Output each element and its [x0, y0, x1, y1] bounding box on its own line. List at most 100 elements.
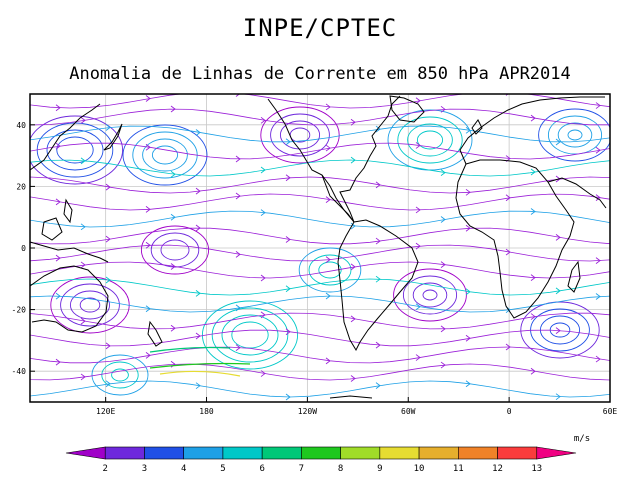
lon-tick-label: 120E	[96, 407, 115, 416]
coast-africa	[455, 159, 575, 319]
streamline-arrow	[260, 209, 266, 216]
streamline-arrow	[505, 343, 511, 351]
streamline-arrow	[195, 129, 201, 136]
coast-greenland	[389, 95, 425, 123]
streamline-arrow	[505, 248, 511, 256]
streamline-arrow	[170, 263, 176, 270]
streamline-arrow	[595, 194, 601, 201]
streamline-loop	[397, 116, 463, 164]
streamline-arrow	[505, 194, 511, 202]
streamline-arrow	[465, 380, 471, 388]
streamline-loop	[160, 239, 190, 261]
coast-north-america	[267, 95, 401, 223]
coast-east-asia	[30, 103, 101, 171]
streamline-jet	[149, 362, 251, 369]
colorbar-swatch	[183, 446, 224, 460]
colorbar-label: 4	[181, 464, 186, 474]
coast-japan	[103, 123, 123, 151]
streamline-arrow	[195, 290, 201, 297]
streamline-arrow	[55, 142, 61, 150]
streamline-arrow	[145, 305, 151, 313]
streamline-arrow	[555, 327, 561, 334]
coast-central-america	[321, 174, 355, 223]
streamline-loop	[151, 145, 179, 165]
streamline-loop	[46, 129, 104, 171]
coast-antarctica	[329, 395, 373, 399]
streamline-arrow	[105, 235, 111, 243]
streamline-arrow	[375, 275, 381, 283]
streamline-arrow	[350, 263, 356, 271]
streamline-arrow	[325, 256, 331, 263]
streamline-arrow	[375, 382, 381, 390]
streamline-arrow	[260, 370, 266, 377]
streamline-loop	[56, 136, 94, 164]
colorbar-label: 8	[338, 464, 343, 474]
streamline-loop	[557, 122, 593, 148]
streamline-arrow	[415, 242, 421, 250]
streamline-arrow	[325, 292, 331, 300]
streamline-arrow	[145, 205, 151, 213]
coast-australia	[30, 265, 109, 333]
coastlines	[30, 95, 607, 399]
streamline-jet	[149, 346, 231, 353]
streamline-loop	[142, 138, 188, 172]
colorbar-label: 9	[377, 464, 382, 474]
streamline-arrow	[555, 393, 561, 401]
streamline-arrow	[145, 95, 151, 102]
streamline-arrow	[595, 293, 601, 300]
streamline-arrow	[105, 342, 111, 350]
streamline-arrow	[80, 116, 86, 124]
streamline	[30, 108, 610, 126]
streamline-loop	[538, 108, 610, 162]
streamline-arrow	[350, 315, 356, 323]
colorbar-label: 5	[220, 464, 225, 474]
coast-europe	[459, 96, 605, 165]
streamline-loop	[407, 123, 453, 157]
streamline	[30, 94, 610, 109]
streamline-arrow	[55, 198, 61, 206]
colorbar-swatch	[222, 446, 263, 460]
streamline-arrow	[415, 206, 421, 214]
lon-tick-label: 120W	[298, 407, 317, 416]
streamline-loop	[211, 307, 289, 363]
coast-new-zealand	[147, 320, 163, 347]
streamline-arrow	[55, 292, 61, 300]
streamline-arrow	[440, 169, 446, 176]
streamline-loop	[318, 261, 342, 279]
streamline-loop	[412, 282, 448, 308]
streamline-arrow	[595, 146, 601, 154]
streamline-arrow	[375, 181, 381, 189]
coast-indonesia	[30, 241, 109, 263]
streamline-jet	[159, 370, 241, 377]
streamline-arrow	[325, 196, 331, 203]
streamline-arrow	[440, 325, 446, 333]
streamline-arrow	[235, 155, 241, 163]
streamline-arrow	[145, 351, 151, 359]
streamline-arrow	[285, 138, 291, 146]
streamline-arrow	[235, 250, 241, 258]
streamline-arrow	[465, 224, 471, 232]
streamline-loop	[69, 290, 111, 320]
streamline-loop	[79, 297, 101, 313]
streamline-loop	[140, 225, 210, 275]
lon-tick-label: 60W	[401, 407, 416, 416]
streamline-arrow	[465, 126, 471, 134]
streamline-arrow	[530, 274, 536, 281]
streamline-arrow	[415, 303, 421, 311]
streamline-arrow	[260, 274, 266, 282]
streamline-arrow	[440, 105, 446, 113]
map-subtitle: Anomalia de Linhas de Corrente em 850 hP…	[69, 64, 571, 84]
streamline-loop	[547, 115, 603, 155]
streamline-arrow	[555, 234, 561, 241]
streamline-loop	[30, 115, 124, 185]
streamline-arrow	[80, 373, 86, 381]
streamline-arrow	[260, 166, 266, 174]
streamline-arrow	[595, 102, 601, 109]
streamline-arrow	[555, 287, 561, 295]
colorbar-swatch	[379, 446, 420, 460]
coast-borneo	[41, 217, 63, 241]
streamline-loop	[221, 314, 279, 356]
colorbar-swatch	[418, 446, 459, 460]
streamline-loop	[111, 368, 129, 382]
